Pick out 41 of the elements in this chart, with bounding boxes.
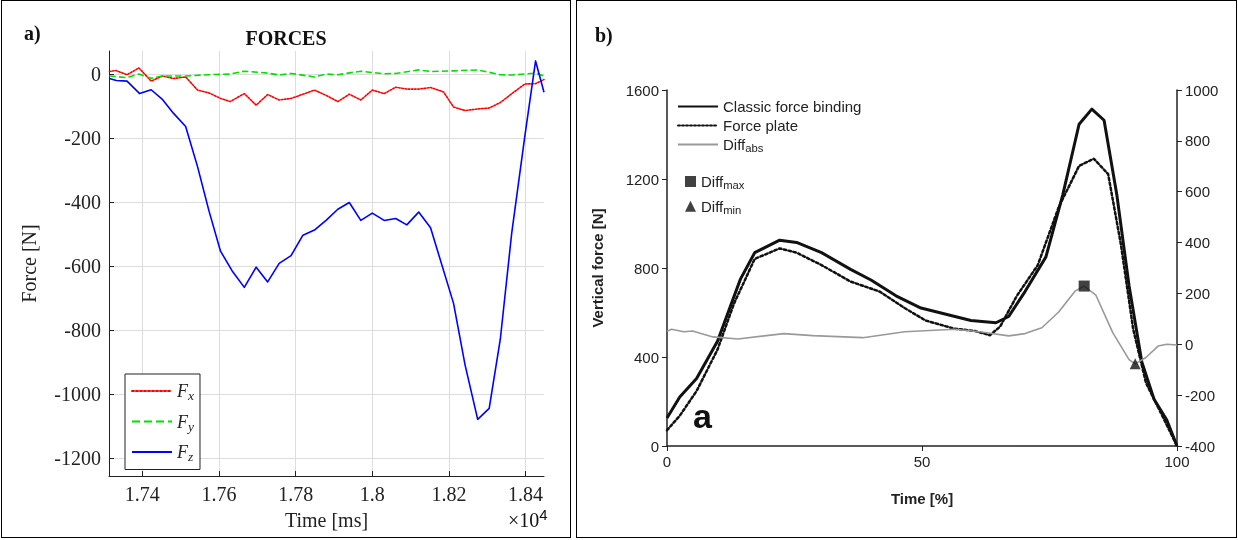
line-series: [108, 69, 545, 80]
y2-tick-label: 600: [1185, 183, 1211, 201]
y2-tick-label: 200: [1185, 284, 1211, 302]
x-tick-label: 0: [662, 453, 672, 470]
annotation: a: [693, 397, 713, 435]
y-tick-label: 800: [633, 259, 659, 277]
legend-label: Force plate: [723, 117, 799, 134]
x-axis-title: Time [ms]: [284, 509, 369, 531]
y-axis-title: Force [N]: [18, 224, 40, 303]
legend-label: Classic force binding: [723, 98, 862, 115]
y2-tick-label: 1000: [1185, 81, 1219, 99]
y-tick-label: -1200: [54, 447, 101, 470]
y-tick-label: -200: [64, 127, 101, 150]
line-series: [108, 67, 545, 112]
x-tick-label: 100: [1164, 453, 1190, 470]
y2-tick-label: 400: [1185, 234, 1211, 252]
y-tick-label: 400: [633, 348, 659, 366]
y-tick-label: 0: [91, 63, 101, 86]
y-tick-label: -800: [64, 319, 101, 342]
y-tick-label: 1600: [625, 81, 659, 99]
x-tick-label: 1.78: [278, 483, 314, 505]
y2-tick-label: -400: [1185, 437, 1216, 455]
text: b): [595, 24, 613, 47]
y-axis-title: Vertical force [N]: [589, 208, 606, 328]
x-tick-label: 1.82: [431, 483, 467, 505]
x-tick-label: 50: [913, 453, 931, 470]
y-tick-label: -600: [64, 255, 101, 278]
x-axis-title: Time [%]: [890, 490, 954, 507]
x-tick-label: 1.8: [359, 483, 385, 505]
text: a): [24, 22, 41, 45]
y-tick-label: 1200: [625, 170, 659, 188]
y2-tick-label: 0: [1185, 335, 1194, 353]
x-tick-label: 1.84: [508, 483, 544, 505]
y2-tick-label: 800: [1185, 132, 1211, 150]
y-tick-label: 0: [650, 437, 659, 455]
chart-title: FORCES: [245, 27, 327, 49]
y-tick-label: -1000: [54, 383, 101, 406]
y2-tick-label: -200: [1185, 386, 1216, 404]
x-tick-label: 1.74: [124, 483, 160, 505]
x-tick-label: 1.76: [201, 483, 237, 505]
y-tick-label: -400: [64, 191, 101, 214]
